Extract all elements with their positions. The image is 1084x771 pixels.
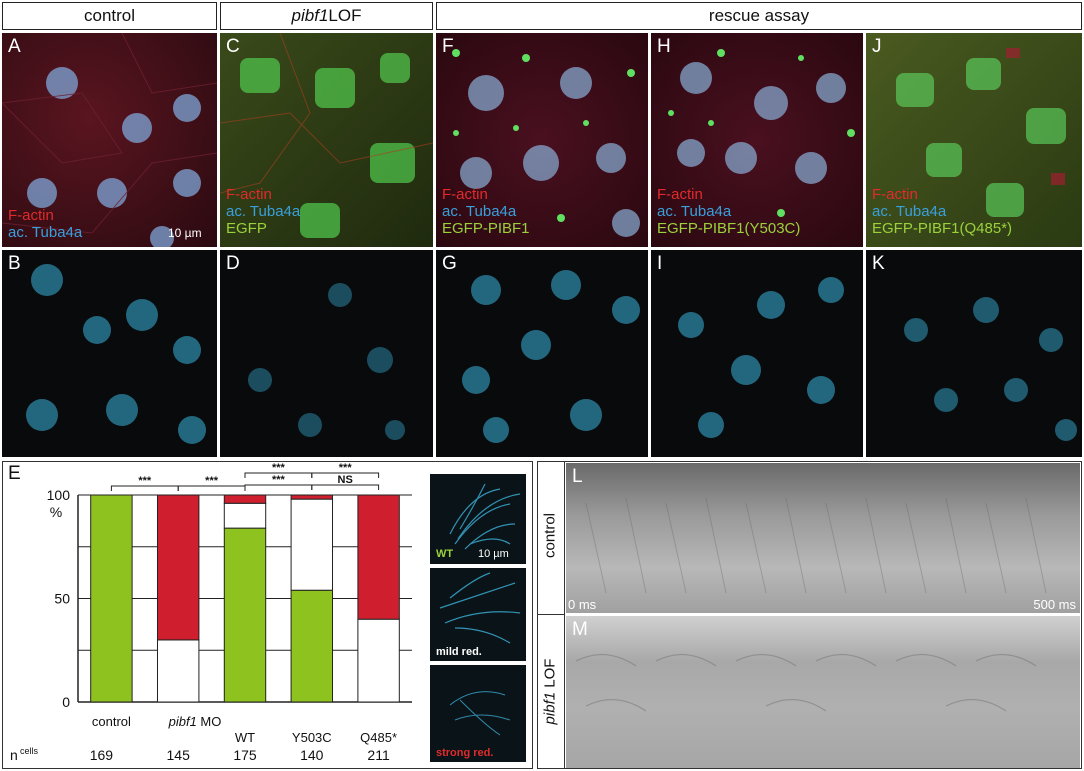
panel-f-micrograph: F F-actin ac. Tuba4a EGFP-PIBF1 [436,33,648,247]
bar-segment [156,639,200,703]
time-end: 500 ms [1033,597,1076,612]
cilia [462,270,640,443]
significance-label: NS [338,474,353,486]
bar-segment [357,618,400,703]
cilia [904,297,1077,441]
panel-label: J [872,36,882,57]
panel-k-micrograph: K [866,250,1082,457]
bar-segment [223,527,267,703]
cilia [449,691,511,736]
scalebar-label: 10 µm [168,226,202,240]
kymograph-texture [585,497,1047,594]
cilia [439,572,521,644]
bar-segment [357,494,400,620]
significance-bracket [311,472,380,478]
header-lof: pibf1 LOF [220,2,433,30]
side-label-box-l [537,461,565,614]
significance-label: *** [339,462,353,474]
panel-g-micrograph: G [436,250,648,457]
time-start: 0 ms [568,597,597,612]
legend: F-actin ac. Tuba4a EGFP [226,186,301,237]
panel-label: D [226,253,240,274]
cells-overlay [896,48,1066,217]
panel-d-micrograph: D [220,250,433,457]
panel-label-e: E [8,463,21,484]
inset-strong: strong red. [430,665,526,762]
category-label: WT [235,730,255,745]
y-tick-label: 100 [47,487,71,503]
side-label-lof: pibf1 LOF [541,658,559,725]
panel-c-micrograph: C F-actin ac. Tuba4a EGFP [220,33,433,247]
inset-label: mild red. [436,646,482,658]
panel-label: H [657,36,671,57]
panel-j-micrograph: J F-actin ac. Tuba4a EGFP-PIBF1(Q485*) [866,33,1082,247]
category-label: Q485* [360,730,397,745]
inset-mild: mild red. [430,568,526,661]
kymograph-lof: M [566,616,1080,768]
inset-scalebar: 10 µm [478,548,509,560]
significance-label: *** [272,474,286,486]
n-cells-value: 175 [233,747,257,763]
panel-label: F [442,36,454,57]
cilia [248,283,405,440]
panel-label: M [572,619,588,640]
header-control: control [2,2,217,30]
stacked-bar-chart: 0 50 100% control WT Y503C Q485* pibf1 MO n cells… [10,462,412,763]
significance-label: *** [138,475,152,487]
panel-label: B [8,253,21,274]
cilia [449,483,521,550]
bar-segment [290,589,334,703]
panel-label: K [872,253,885,274]
bar-segment [90,494,133,703]
bar-segment [156,494,200,641]
bar-segment [290,494,334,500]
inset-label: strong red. [436,747,494,759]
inset-label: WT [436,548,454,560]
panel-label: G [442,253,457,274]
legend: F-actin ac. Tuba4a [8,207,83,241]
n-cells-value: 145 [167,747,191,763]
mo-label: pibf1 MO [168,714,222,729]
n-cells-value: 140 [300,747,324,763]
panel-label: A [8,36,21,57]
category-label: Y503C [292,730,332,745]
panel-h-micrograph: H F-actin ac. Tuba4a EGFP-PIBF1(Y503C) [651,33,863,247]
side-label-control: control [541,512,559,559]
category-label: control [92,714,131,729]
cilia-overlay [2,33,217,247]
panel-label: L [572,466,583,487]
bar-segment [290,498,334,591]
cilia-overlay [668,49,855,217]
panel-b-micrograph: B [2,250,217,457]
legend: F-actin ac. Tuba4a EGFP-PIBF1 [442,186,530,237]
panel-label: C [226,36,240,57]
significance-label: *** [272,462,286,474]
panel-label: I [657,253,663,274]
panel-i-micrograph: I [651,250,863,457]
side-label-box-m [537,614,565,769]
y-tick-label: 50 [54,591,70,607]
bar-segment [223,502,267,529]
cilia [678,277,844,438]
panel-a-micrograph: A F-actin ac. Tuba4a 10 µm [2,33,217,247]
n-cells-sup: cells [20,746,39,756]
cells-overlay [220,33,433,238]
legend: F-actin ac. Tuba4a EGFP-PIBF1(Y503C) [657,186,801,237]
cilia [26,264,206,444]
significance-label: *** [205,475,219,487]
legend: F-actin ac. Tuba4a EGFP-PIBF1(Q485*) [872,186,1013,237]
y-tick-label: 0 [62,694,70,710]
cilia-overlay [452,49,640,237]
significance-bracket [311,484,380,490]
kymograph-control: L 0 ms 500 ms [566,463,1080,613]
inset-wt: WT 10 µm [430,474,526,564]
n-cells-value: 211 [367,747,390,763]
y-axis-label: % [50,504,62,520]
bar-segment [223,494,267,504]
n-cells-value: 169 [90,747,114,763]
n-cells-label: n [10,747,18,763]
kymograph-texture [575,653,1037,712]
header-rescue: rescue assay [436,2,1082,30]
